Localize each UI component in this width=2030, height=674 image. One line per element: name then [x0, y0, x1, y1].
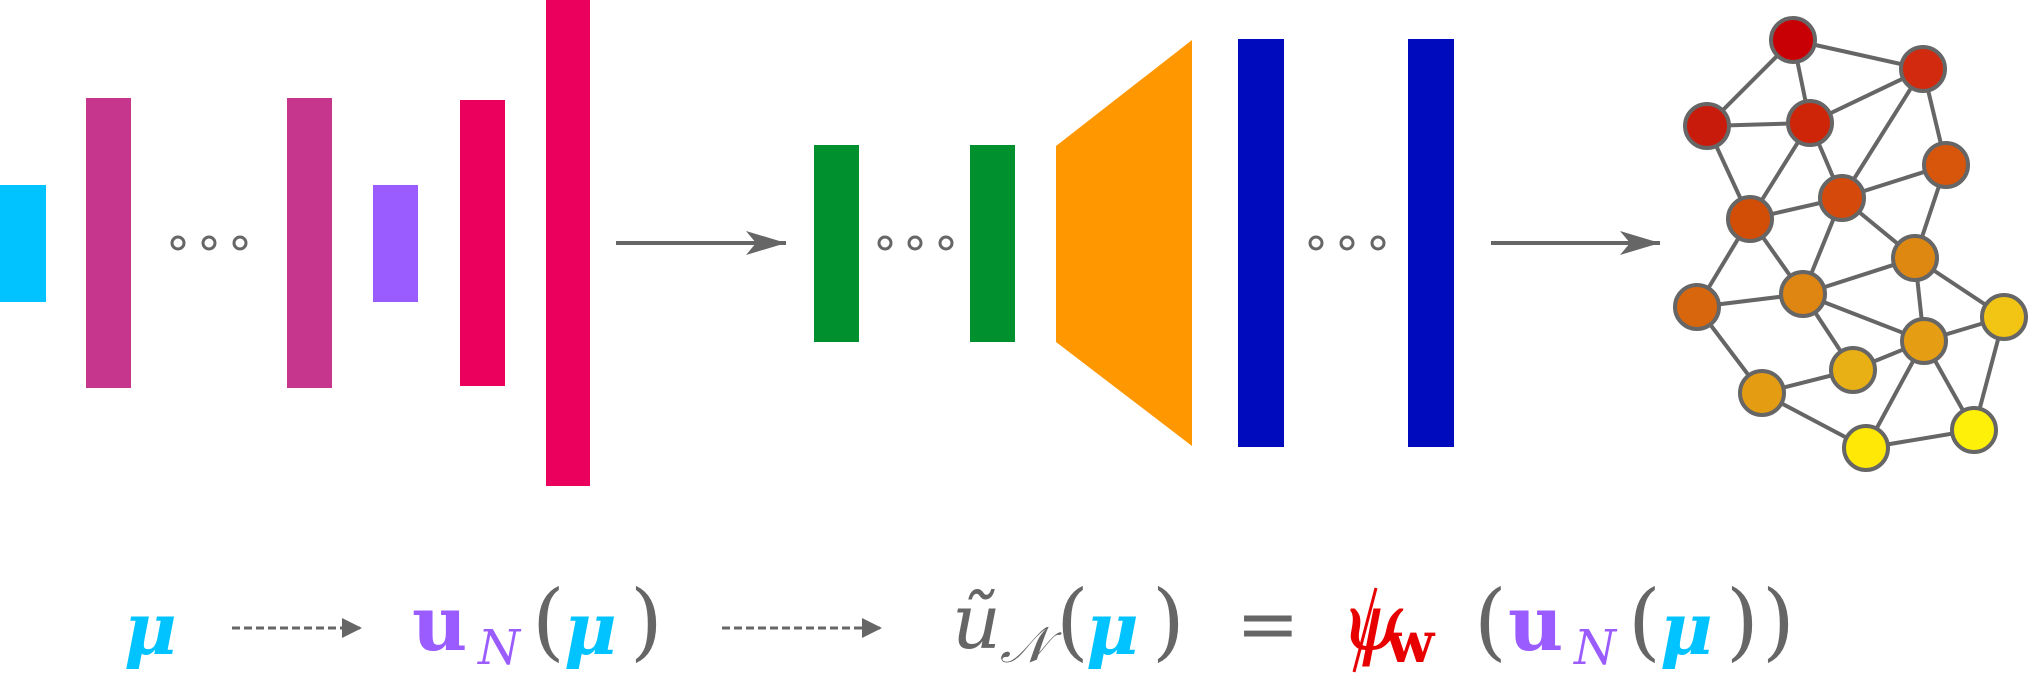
encoder-ellipsis-icon	[170, 235, 248, 251]
expansion-layer-2	[546, 0, 590, 486]
decoder-ellipsis-icon	[877, 235, 954, 251]
latent-expression: u N ( μ )	[412, 572, 663, 674]
psi-slash	[1352, 587, 1378, 673]
input-layer	[0, 185, 46, 302]
decoder-network	[814, 39, 1454, 447]
psi-inner-open-paren: (	[1628, 572, 1661, 670]
output-close-paren: )	[1152, 572, 1185, 670]
expansion-layer-1	[460, 100, 505, 386]
formula-row: μ u N ( μ ) ũ 𝒩 ( μ ) = ψ w ( u N ( μ ) …	[124, 572, 1795, 674]
psi-inner-close-paren: )	[1726, 572, 1759, 670]
equals-sign: =	[1236, 579, 1300, 668]
psi-latent-subscript: N	[1573, 620, 1618, 674]
graph-node	[1738, 369, 1786, 417]
graph-node	[1899, 45, 1947, 93]
graph-node	[1980, 293, 2028, 341]
graph-node	[1900, 317, 1948, 365]
decoder-layer-1	[814, 145, 859, 342]
latent-close-paren: )	[630, 572, 663, 670]
graph-node	[1726, 195, 1774, 243]
psi-mu-symbol: μ	[1660, 586, 1713, 671]
latent-layer	[373, 185, 418, 302]
u-tilde-subscript: 𝒩	[1000, 616, 1062, 674]
graph-node	[1842, 424, 1890, 472]
graph-node	[1818, 174, 1866, 222]
u-tilde-symbol: ũ	[952, 577, 1001, 666]
output-open-paren: (	[1056, 572, 1089, 670]
graph-node	[1950, 406, 1998, 454]
latent-u-symbol: u	[412, 579, 467, 668]
psi-open-paren: (	[1474, 572, 1507, 670]
graph-node	[1786, 99, 1834, 147]
trapezoid-block	[1056, 40, 1192, 446]
graph-node	[1683, 102, 1731, 150]
output-mu-symbol: μ	[1086, 586, 1139, 671]
output-expression: ũ 𝒩 ( μ ) = ψ w ( u N ( μ ) )	[952, 572, 1795, 674]
encoder-layer-n	[287, 98, 332, 388]
decoder-layer-n	[970, 145, 1015, 342]
latent-subscript: N	[477, 620, 522, 674]
encoder-network	[0, 0, 590, 486]
latent-open-paren: (	[532, 572, 565, 670]
graph-node	[1779, 270, 1827, 318]
graph-node	[1829, 346, 1877, 394]
output-layer-n	[1408, 39, 1454, 447]
graph-edge	[1840, 67, 1925, 200]
psi-latent-u-symbol: u	[1508, 579, 1563, 668]
latent-mu-symbol: μ	[564, 586, 617, 671]
mu-symbol: μ	[124, 586, 177, 671]
mesh-graph-icon	[1673, 16, 2028, 472]
w-subscript: w	[1385, 610, 1436, 674]
graph-node	[1769, 16, 1817, 64]
graph-node	[1673, 283, 1721, 331]
graph-node	[1891, 234, 1939, 282]
graph-nodes	[1673, 16, 2028, 472]
graph-node	[1922, 141, 1970, 189]
output-layer-1	[1238, 39, 1284, 447]
psi-symbol: ψ	[1340, 576, 1404, 669]
psi-close-paren: )	[1762, 572, 1795, 670]
encoder-layer-1	[86, 98, 131, 388]
output-ellipsis-icon	[1308, 235, 1386, 251]
